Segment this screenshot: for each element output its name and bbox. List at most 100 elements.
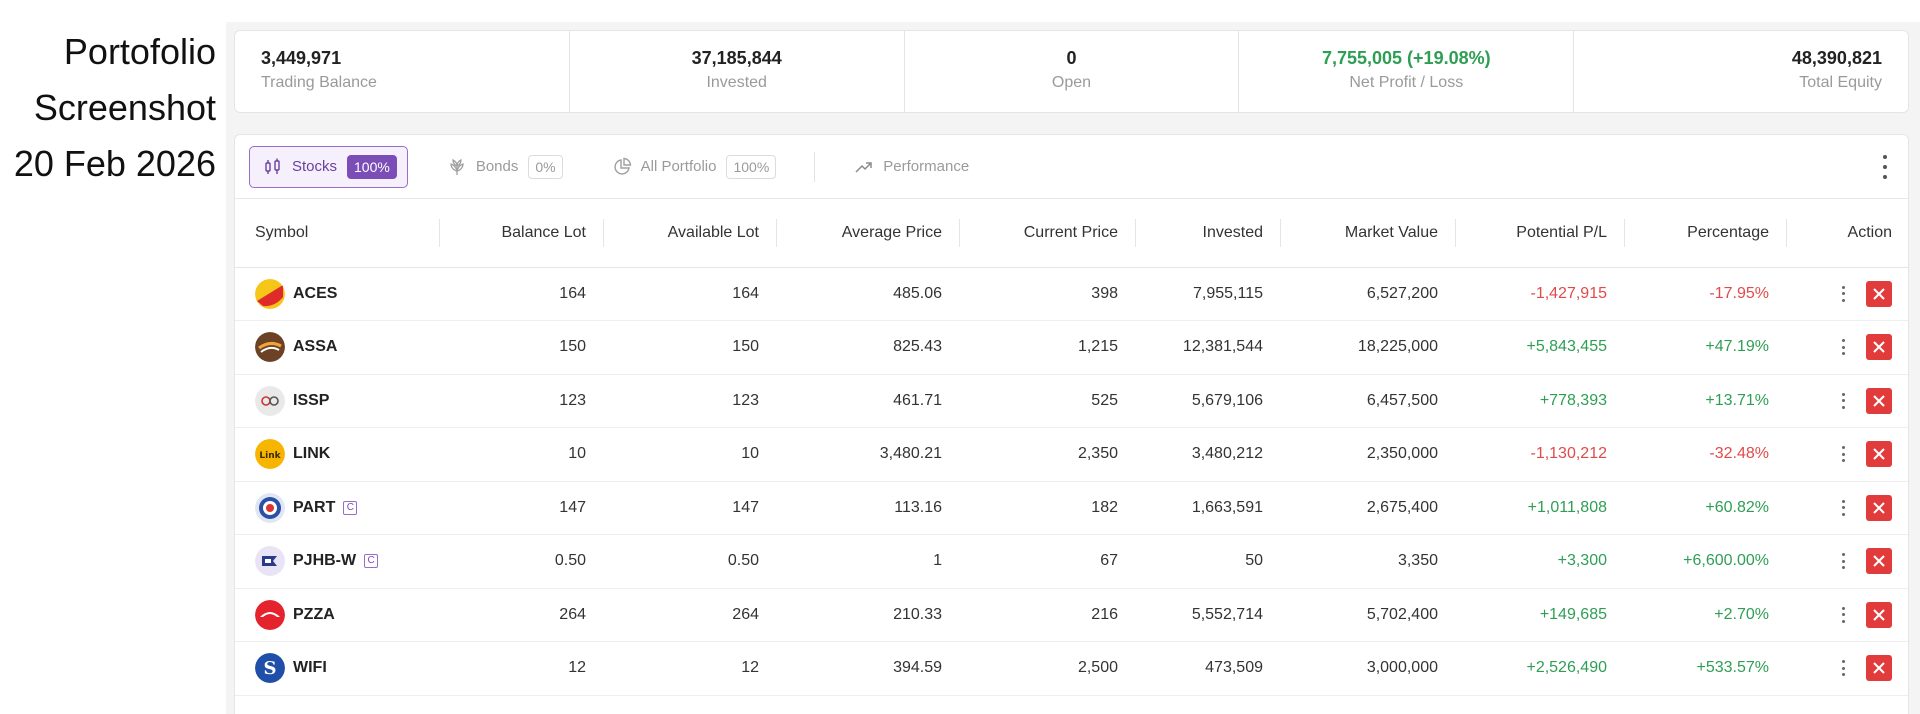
percentage-cell: -32.48% (1625, 427, 1787, 482)
row-more-icon[interactable] (1842, 446, 1846, 463)
row-more-icon[interactable] (1842, 392, 1846, 409)
balance-lot-cell: 147 (440, 481, 604, 535)
tab-all-portfolio[interactable]: All Portfolio 100% (601, 146, 787, 188)
market-value-cell: 2,350,000 (1281, 427, 1456, 482)
row-more-icon[interactable] (1842, 339, 1846, 356)
row-more-icon[interactable] (1842, 553, 1846, 570)
close-position-button[interactable] (1866, 548, 1892, 575)
action-cell (1787, 320, 1908, 375)
summary-label: Net Profit / Loss (1349, 74, 1464, 91)
close-position-button[interactable] (1866, 494, 1892, 521)
col-available-lot[interactable]: Available Lot (604, 199, 777, 268)
current-price-cell: 525 (960, 374, 1136, 428)
tab-performance[interactable]: Performance (843, 146, 979, 188)
symbol-cell[interactable]: ISSP (235, 374, 440, 428)
row-more-icon[interactable] (1842, 606, 1846, 623)
tab-badge: 100% (726, 154, 777, 179)
invested-cell: 3,480,212 (1136, 427, 1281, 482)
stock-logo-icon (255, 332, 285, 363)
invested-cell: 7,955,115 (1136, 267, 1281, 321)
col-balance-lot[interactable]: Balance Lot (440, 199, 604, 268)
tab-bonds[interactable]: Bonds 0% (436, 146, 573, 188)
caption-line-1: Portofolio (63, 31, 216, 72)
table-row[interactable]: PJHB-W C 0.50 0.50 1 67 50 3,350 +3,300 +6,600.00… (235, 534, 1908, 589)
col-average-price[interactable]: Average Price (777, 199, 960, 268)
table-row[interactable]: PART C 147 147 113.16 182 1,663,591 2,675,400 +1… (235, 481, 1908, 535)
available-lot-cell: 150 (604, 320, 777, 375)
close-icon (1872, 447, 1886, 461)
table-row[interactable]: PZZA 264 264 210.33 216 5,552,714 5,702,400 +14… (235, 588, 1908, 642)
close-icon (1872, 608, 1886, 622)
close-position-button[interactable] (1866, 280, 1892, 307)
table-row[interactable]: Link LINK 10 10 3,480.21 2,350 3,480,212 2,350,… (235, 427, 1908, 482)
available-lot-cell: 147 (604, 481, 777, 535)
close-position-button[interactable] (1866, 334, 1892, 361)
invested-cell: 12,381,544 (1136, 320, 1281, 375)
summary-value: 7,755,005 (+19.08%) (1321, 48, 1491, 68)
close-position-button[interactable] (1866, 441, 1892, 468)
symbol-cell[interactable]: S WIFI (235, 641, 440, 696)
col-invested[interactable]: Invested (1136, 199, 1281, 268)
close-position-button[interactable] (1866, 387, 1892, 414)
close-icon (1872, 554, 1886, 568)
summary-label: Trading Balance (261, 74, 377, 91)
stock-logo-icon: S (255, 653, 285, 684)
available-lot-cell: 10 (604, 427, 777, 482)
special-notation-badge: C (343, 500, 358, 515)
row-more-icon[interactable] (1842, 285, 1846, 302)
row-more-icon[interactable] (1842, 660, 1846, 677)
average-price-cell: 461.71 (777, 374, 960, 428)
col-symbol[interactable]: Symbol (235, 199, 440, 268)
percentage-cell: +6,600.00% (1625, 534, 1787, 589)
close-icon (1872, 501, 1886, 515)
symbol-name: ACES (293, 284, 338, 302)
market-value-cell: 2,675,400 (1281, 481, 1456, 535)
col-market-value[interactable]: Market Value (1281, 199, 1456, 268)
table-row[interactable]: ISSP 123 123 461.71 525 5,679,106 6,457,500 +77… (235, 374, 1908, 428)
average-price-cell: 1 (777, 534, 960, 589)
current-price-cell: 67 (960, 534, 1136, 589)
potential-pl-cell: +149,685 (1456, 588, 1625, 642)
stock-logo-icon (255, 385, 285, 416)
summary-invested: 37,185,844 Invested (570, 31, 905, 112)
close-position-button[interactable] (1866, 601, 1892, 628)
col-action: Action (1787, 199, 1908, 268)
table-row[interactable]: ASSA 150 150 825.43 1,215 12,381,544 18,225,00… (235, 320, 1908, 375)
average-price-cell: 485.06 (777, 267, 960, 321)
symbol-name: ASSA (293, 338, 338, 356)
percentage-cell: +2.70% (1625, 588, 1787, 642)
percentage-cell: -17.95% (1625, 267, 1787, 321)
current-price-cell: 182 (960, 481, 1136, 535)
symbol-cell[interactable]: PJHB-W C (235, 534, 440, 589)
col-current-price[interactable]: Current Price (960, 199, 1136, 268)
summary-value: 48,390,821 (1791, 48, 1882, 68)
close-position-button[interactable] (1866, 655, 1892, 682)
summary-net-profit: 7,755,005 (+19.08%) Net Profit / Loss (1239, 31, 1575, 112)
symbol-cell[interactable]: PZZA (235, 588, 440, 642)
potential-pl-cell: +2,526,490 (1456, 641, 1625, 696)
symbol-cell[interactable]: ASSA (235, 320, 440, 375)
table-row[interactable]: ACES 164 164 485.06 398 7,955,115 6,527,200 -1,… (235, 267, 1908, 321)
symbol-name: WIFI (293, 659, 327, 677)
portfolio-app: 3,449,971 Trading Balance 37,185,844 Inv… (226, 22, 1920, 714)
invested-cell: 1,663,591 (1136, 481, 1281, 535)
col-potential-pl[interactable]: Potential P/L (1456, 199, 1625, 268)
candlestick-icon (262, 156, 284, 178)
symbol-cell[interactable]: ACES (235, 267, 440, 321)
action-cell (1787, 267, 1908, 321)
tab-stocks[interactable]: Stocks 100% (249, 145, 408, 188)
symbol-cell[interactable]: PART C (235, 481, 440, 535)
col-percentage[interactable]: Percentage (1625, 199, 1787, 268)
summary-bar: 3,449,971 Trading Balance 37,185,844 Inv… (234, 30, 1909, 113)
row-more-icon[interactable] (1842, 499, 1846, 516)
average-price-cell: 3,480.21 (777, 427, 960, 482)
invested-cell: 473,509 (1136, 641, 1281, 696)
summary-value: 0 (1066, 48, 1077, 68)
table-row[interactable]: S WIFI 12 12 394.59 2,500 473,509 3,000,000 +2,5… (235, 641, 1908, 696)
summary-value: 37,185,844 (691, 48, 782, 68)
available-lot-cell: 12 (604, 641, 777, 696)
summary-total-equity: 48,390,821 Total Equity (1574, 31, 1908, 112)
more-options-icon[interactable] (1882, 155, 1888, 179)
symbol-name: PART (293, 498, 336, 516)
symbol-cell[interactable]: Link LINK (235, 427, 440, 482)
